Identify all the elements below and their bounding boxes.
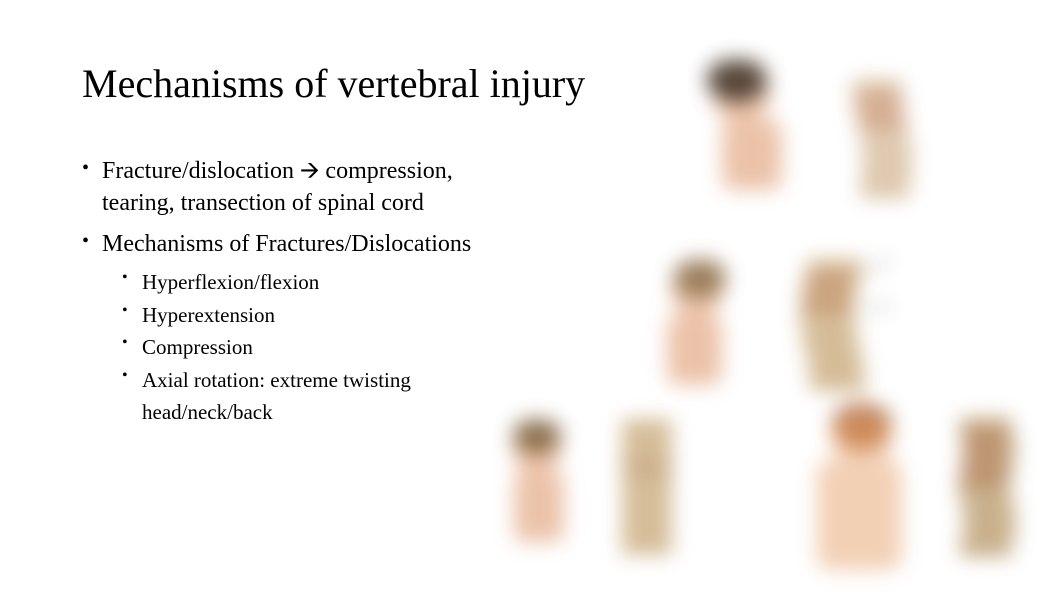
sub-bullet-item: Hyperflexion/flexion: [122, 266, 522, 299]
sub-bullet-item: Hyperextension: [122, 299, 522, 332]
bullet-item: Fracture/dislocation 🡪 compression, tear…: [82, 155, 522, 220]
sub-bullet-item: Compression: [122, 331, 522, 364]
compression-figure-icon: [492, 420, 582, 550]
sub-bullet-list: Hyperflexion/flexion Hyperextension Comp…: [122, 266, 522, 429]
hyperextension-figure-icon: [642, 260, 742, 390]
main-bullet-list: Fracture/dislocation 🡪 compression, tear…: [82, 155, 522, 429]
bullet-text: Mechanisms of Fractures/Dislocations: [102, 231, 471, 257]
slide-content: Fracture/dislocation 🡪 compression, tear…: [82, 155, 522, 429]
illustration-panel: [482, 40, 1062, 600]
spine-diagram-icon: [832, 70, 932, 210]
bullet-item: Mechanisms of Fractures/Dislocations Hyp…: [82, 228, 522, 429]
spine-diagram-icon: [592, 410, 702, 570]
spine-diagram-icon: [772, 250, 892, 400]
rotation-figure-icon: [792, 400, 922, 580]
spine-diagram-icon: [932, 410, 1042, 580]
sub-bullet-item: Axial rotation: extreme twisting head/ne…: [122, 364, 522, 429]
bullet-text: Fracture/dislocation 🡪 compression, tear…: [102, 158, 453, 216]
hyperflexion-figure-icon: [692, 60, 802, 190]
slide-container: Mechanisms of vertebral injury Fracture/…: [0, 0, 1062, 597]
